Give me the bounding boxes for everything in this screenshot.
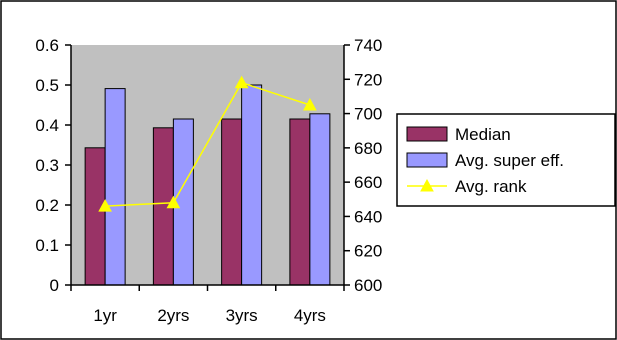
point-avg-rank-2yrs	[166, 195, 181, 209]
y-left-tick-label: 0.2	[35, 196, 59, 215]
x-tick-label: 2yrs	[157, 306, 189, 325]
axes-layer: 0 0.1 0.2 0.3 0.4 0.5 0.6 600 620 640 660 680 700 720…	[35, 36, 382, 325]
y-right-tick-label: 660	[354, 173, 382, 192]
legend-swatch-avg-super-eff	[406, 152, 448, 168]
legend-label-median: Median	[455, 125, 511, 144]
y-left-tick-label: 0.6	[35, 36, 59, 55]
y-right-tick-label: 640	[354, 207, 382, 226]
point-avg-rank-3yrs	[234, 75, 249, 89]
bar-avg-super-eff-1yr	[104, 88, 126, 286]
bar-median-1yr	[84, 147, 106, 286]
y-left-tick-label: 0.4	[35, 116, 59, 135]
bar-avg-super-eff-4yrs	[309, 113, 331, 286]
y-right-tick-label: 740	[354, 36, 382, 55]
bar-median-4yrs	[289, 118, 311, 286]
y-left-tick-label: 0	[50, 276, 59, 295]
point-avg-rank-1yr	[98, 199, 112, 212]
y-right-tick-label: 600	[354, 276, 382, 295]
legend-label-avg-super-eff: Avg. super eff.	[455, 151, 564, 170]
line-layer	[98, 75, 317, 212]
y-right-tick-label: 700	[354, 105, 382, 124]
legend: Median Avg. super eff. Avg. rank	[396, 113, 616, 207]
legend-marker-avg-rank	[420, 178, 434, 192]
y-left-tick-label: 0.3	[35, 156, 59, 175]
x-tick-label: 4yrs	[294, 306, 326, 325]
x-tick-label: 1yr	[93, 306, 117, 325]
y-right-tick-label: 620	[354, 242, 382, 261]
x-tick-label: 3yrs	[226, 306, 258, 325]
legend-label-avg-rank: Avg. rank	[455, 177, 527, 196]
point-avg-rank-4yrs	[303, 97, 317, 111]
bar-avg-super-eff-3yrs	[241, 84, 263, 286]
legend-swatch-median	[406, 126, 448, 142]
line-avg-rank	[105, 81, 311, 207]
y-right-tick-label: 680	[354, 139, 382, 158]
bar-median-3yrs	[221, 118, 243, 286]
y-right-tick-label: 720	[354, 70, 382, 89]
y-left-tick-label: 0.1	[35, 236, 59, 255]
y-left-tick-label: 0.5	[35, 76, 59, 95]
